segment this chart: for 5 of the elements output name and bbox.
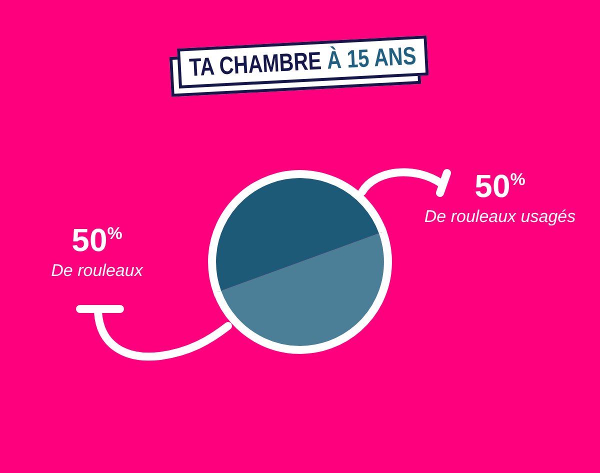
data-label: 50$^{%}$ (70, 222, 124, 258)
slice-label: De rouleaux (50, 260, 144, 281)
chart-title: TA CHAMBRE À 15 ANS (188, 42, 417, 82)
legend-label: De rouleaux usagés (423, 206, 577, 227)
data-label: 50$^{%}$ (474, 168, 526, 204)
